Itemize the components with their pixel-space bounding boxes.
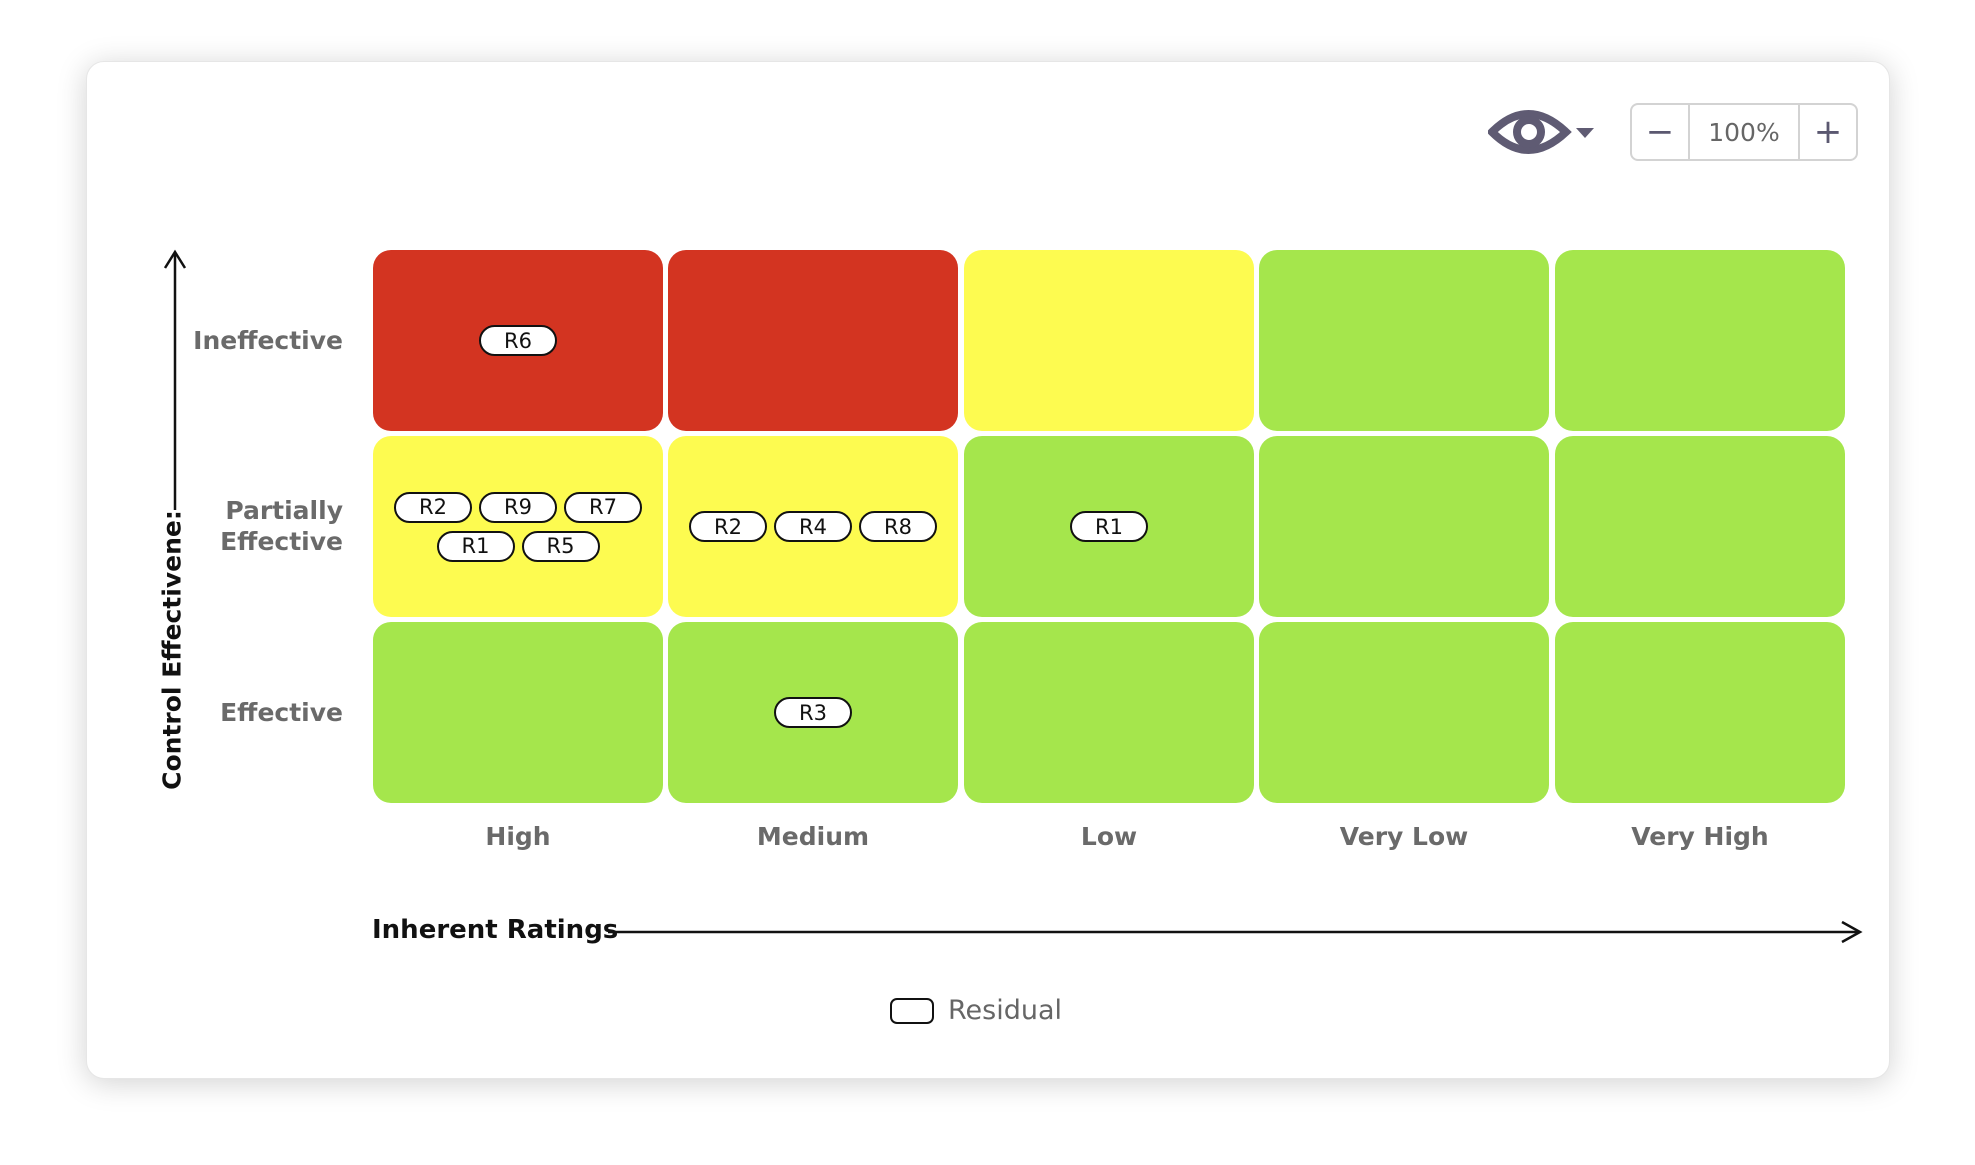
risk-chip[interactable]: R9	[479, 491, 557, 523]
x-axis-label: Inherent Ratings	[372, 915, 619, 945]
heatmap-cell[interactable]: R2 R9 R7 R1 R5	[373, 436, 663, 617]
zoom-in-button[interactable]: +	[1813, 112, 1843, 152]
heatmap-cell[interactable]	[964, 622, 1254, 803]
risk-chip[interactable]: R5	[521, 530, 600, 562]
heatmap-cell[interactable]: R3	[668, 622, 958, 803]
heatmap-cell[interactable]: R6	[373, 250, 663, 431]
zoom-level: 100%	[1688, 105, 1800, 159]
legend-residual-label: Residual	[948, 995, 1063, 1026]
risk-chip[interactable]: R2	[394, 491, 472, 523]
risk-chip[interactable]: R7	[564, 491, 642, 523]
risk-chip[interactable]: R2	[689, 511, 767, 542]
column-label: Low	[1080, 822, 1138, 851]
row-label-line: Ineffective	[193, 325, 343, 355]
caret-down-icon	[1576, 128, 1594, 138]
risk-chip[interactable]: R8	[859, 511, 937, 542]
heatmap-cell[interactable]: R1	[964, 436, 1254, 617]
zoom-control: − 100% +	[1630, 103, 1858, 161]
heatmap-cell[interactable]	[1259, 250, 1549, 431]
legend: Residual	[890, 995, 1062, 1026]
risk-chip[interactable]: R3	[774, 697, 852, 728]
column-label: Very High	[1631, 822, 1769, 851]
row-label: Partially Effective	[220, 495, 343, 557]
risk-chip[interactable]: R6	[479, 325, 557, 356]
row-label-line: Effective	[220, 527, 343, 556]
risk-chip[interactable]: R1	[1070, 511, 1148, 542]
legend-residual-swatch	[890, 997, 934, 1024]
row-label: Ineffective	[193, 325, 343, 356]
column-label: High	[485, 822, 551, 851]
heatmap-cell[interactable]	[668, 250, 958, 431]
heatmap-cell[interactable]	[1555, 622, 1845, 803]
view-options-dropdown[interactable]	[1486, 100, 1598, 164]
heatmap-cell[interactable]	[1555, 436, 1845, 617]
risk-chip[interactable]: R1	[436, 530, 515, 562]
heatmap-cell[interactable]	[1555, 250, 1845, 431]
row-label-line: Partially	[225, 496, 343, 525]
row-label-line: Effective	[220, 697, 343, 727]
y-axis-label: Control Effectivene:	[157, 510, 187, 790]
heatmap-cell[interactable]	[1259, 436, 1549, 617]
row-label: Effective	[220, 697, 343, 728]
column-label: Very Low	[1339, 822, 1469, 851]
heatmap-cell[interactable]: R2 R4 R8	[668, 436, 958, 617]
zoom-out-button[interactable]: −	[1645, 112, 1675, 152]
risk-chip[interactable]: R4	[774, 511, 852, 542]
heatmap-cell[interactable]	[373, 622, 663, 803]
heatmap-cell[interactable]	[1259, 622, 1549, 803]
heatmap-cell[interactable]	[964, 250, 1254, 431]
column-label: Medium	[756, 822, 870, 851]
eye-icon	[1486, 110, 1594, 154]
